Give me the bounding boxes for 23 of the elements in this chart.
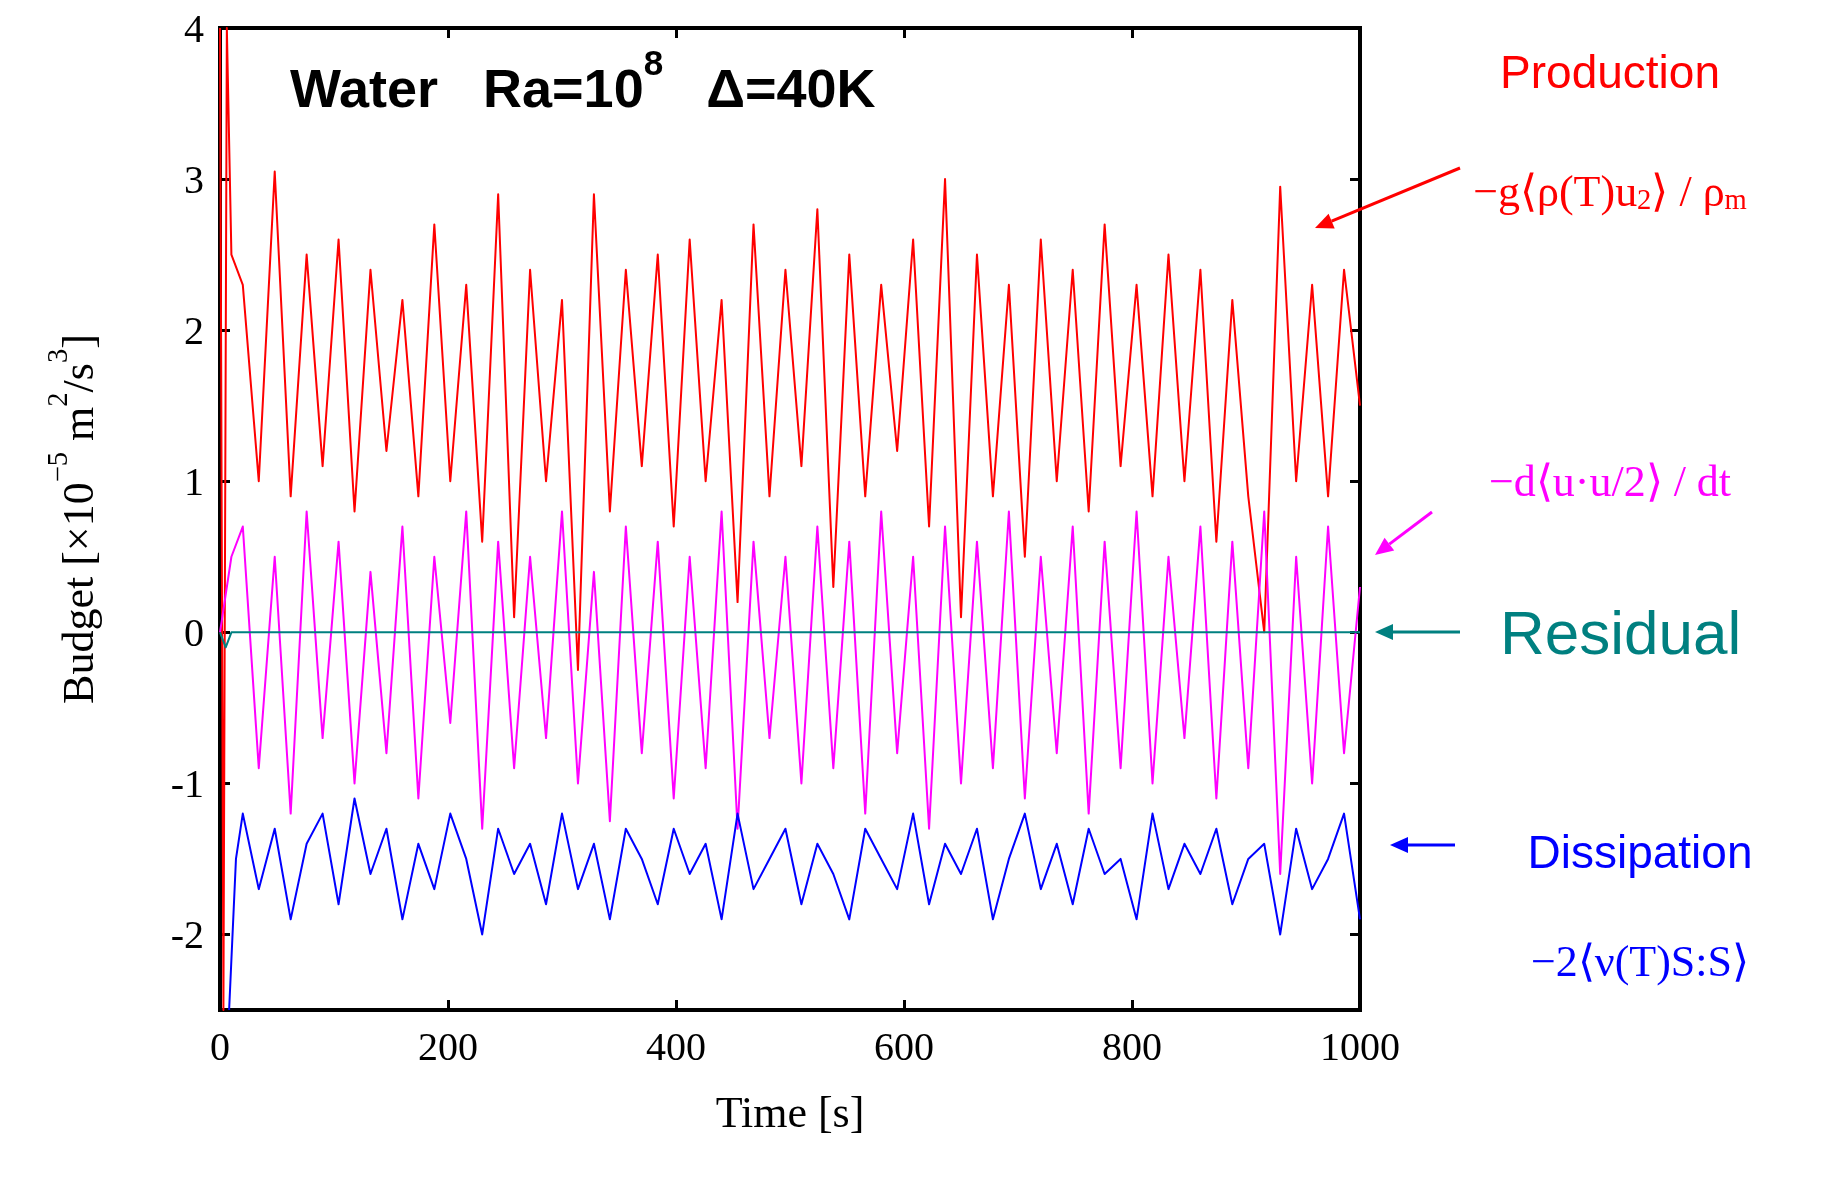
x-tick-label: 800 bbox=[1102, 1023, 1162, 1069]
text: −g⟨ρ(T)u2⟩ / ρm bbox=[1473, 167, 1747, 217]
legend-label: Dissipation bbox=[1527, 826, 1753, 878]
x-axis-title: Time [s] bbox=[715, 1087, 865, 1137]
y-tick-label: -1 bbox=[170, 760, 204, 806]
y-tick-label: -2 bbox=[170, 911, 204, 957]
line-series bbox=[228, 797, 1361, 1011]
x-tick-label: 1000 bbox=[1320, 1023, 1400, 1069]
y-tick-label: 0 bbox=[184, 609, 204, 655]
legend-label: Residual bbox=[1500, 597, 1742, 667]
line-series bbox=[219, 27, 1361, 1011]
text: −d⟨u·u/2⟩ / dt bbox=[1488, 457, 1732, 507]
x-tick-label: 600 bbox=[874, 1023, 934, 1069]
text: Production bbox=[1500, 46, 1720, 98]
y-tick-label: 3 bbox=[184, 156, 204, 202]
line-series bbox=[219, 510, 1361, 876]
x-tick-label: 400 bbox=[646, 1023, 706, 1069]
y-tick-label: 1 bbox=[184, 458, 204, 504]
y-axis-title: Budget [×10−5 m2/s3] bbox=[41, 334, 103, 704]
y-tick-label: 2 bbox=[184, 307, 204, 353]
y-tick-label: 4 bbox=[184, 5, 204, 51]
x-tick-label: 200 bbox=[418, 1023, 478, 1069]
text: −2⟨ν(T)S:S⟩ bbox=[1530, 937, 1750, 987]
